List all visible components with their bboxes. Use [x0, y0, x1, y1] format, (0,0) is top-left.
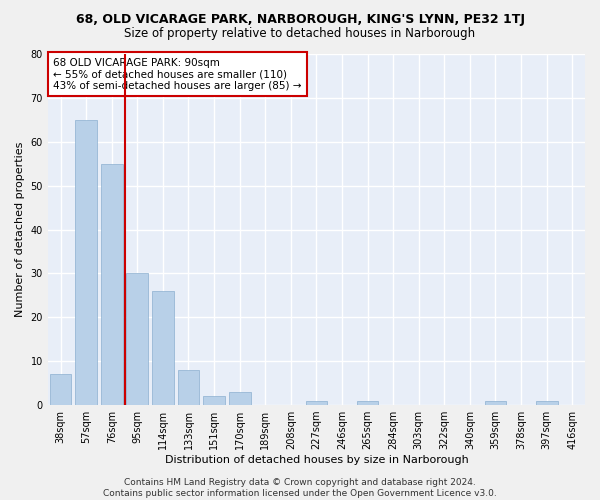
Bar	[152, 291, 174, 405]
Text: 68 OLD VICARAGE PARK: 90sqm
← 55% of detached houses are smaller (110)
43% of se: 68 OLD VICARAGE PARK: 90sqm ← 55% of det…	[53, 58, 302, 90]
X-axis label: Distribution of detached houses by size in Narborough: Distribution of detached houses by size …	[164, 455, 468, 465]
Bar	[127, 274, 148, 405]
Bar	[485, 400, 506, 405]
Bar	[305, 400, 327, 405]
Bar	[356, 400, 379, 405]
Bar	[229, 392, 251, 405]
Bar	[178, 370, 199, 405]
Text: Size of property relative to detached houses in Narborough: Size of property relative to detached ho…	[124, 28, 476, 40]
Bar	[101, 164, 122, 405]
Bar	[536, 400, 557, 405]
Bar	[203, 396, 225, 405]
Bar	[50, 374, 71, 405]
Bar	[75, 120, 97, 405]
Y-axis label: Number of detached properties: Number of detached properties	[15, 142, 25, 317]
Text: Contains HM Land Registry data © Crown copyright and database right 2024.
Contai: Contains HM Land Registry data © Crown c…	[103, 478, 497, 498]
Text: 68, OLD VICARAGE PARK, NARBOROUGH, KING'S LYNN, PE32 1TJ: 68, OLD VICARAGE PARK, NARBOROUGH, KING'…	[76, 12, 524, 26]
